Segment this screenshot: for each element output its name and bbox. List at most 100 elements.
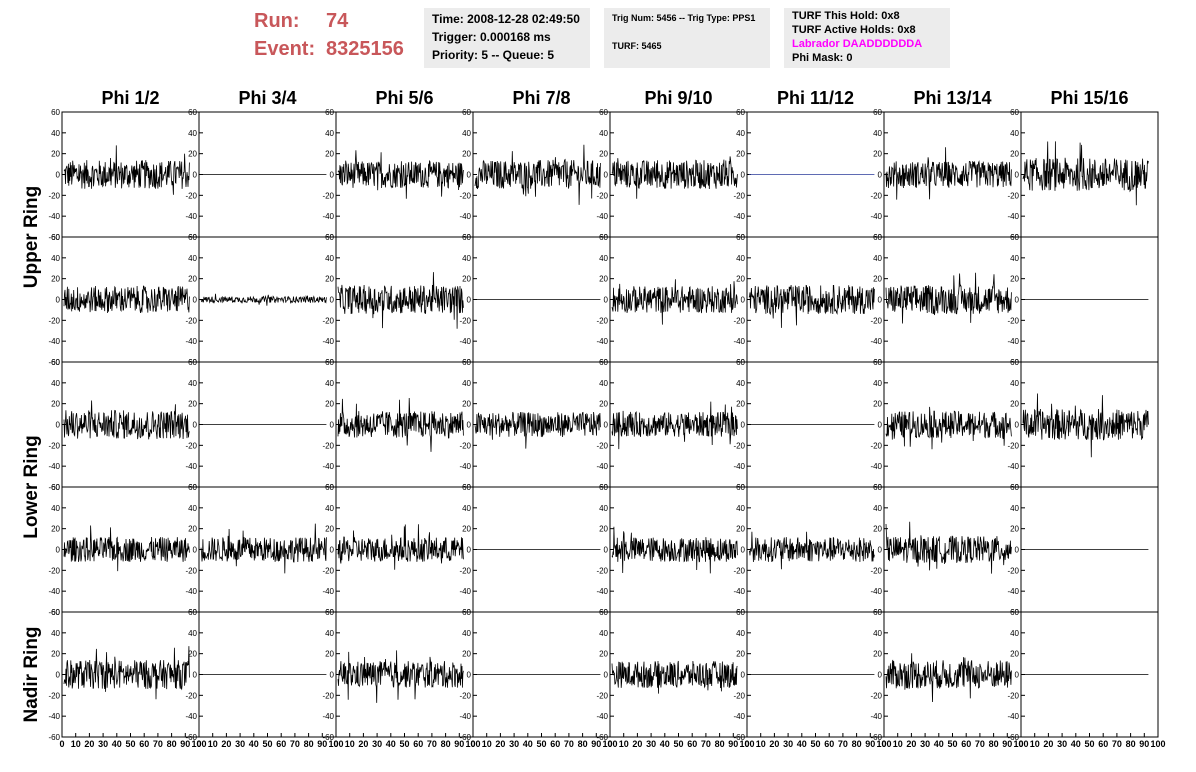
x-tick-label: 70: [427, 739, 437, 749]
y-tick-label: -40: [185, 212, 197, 221]
y-tick-label: 40: [873, 629, 882, 638]
y-tick-label: -40: [48, 462, 60, 471]
y-tick-label: -40: [185, 587, 197, 596]
y-tick-label: -40: [870, 212, 882, 221]
y-tick-label: 20: [1010, 525, 1019, 534]
y-tick-label: -20: [1007, 191, 1019, 200]
y-tick-label: 20: [1010, 400, 1019, 409]
y-tick-label: 40: [1010, 129, 1019, 138]
y-tick-label: -60: [48, 233, 60, 242]
x-tick-label: 20: [221, 739, 231, 749]
x-tick-label: 60: [550, 739, 560, 749]
x-tick-label: 100: [1013, 739, 1028, 749]
row-label: Upper Ring: [21, 186, 42, 288]
y-tick-label: -40: [322, 587, 334, 596]
turf-text: TURF: 5465: [612, 41, 662, 51]
y-tick-label: 20: [1010, 275, 1019, 284]
x-tick-label: 0: [470, 739, 475, 749]
y-tick-label: -20: [459, 691, 471, 700]
y-tick-label: 60: [873, 483, 882, 492]
x-tick-label: 70: [1112, 739, 1122, 749]
y-tick-label: 60: [325, 233, 334, 242]
y-tick-label: -20: [870, 191, 882, 200]
y-tick-label: -40: [459, 337, 471, 346]
y-tick-label: 60: [1010, 233, 1019, 242]
y-tick-label: 0: [878, 546, 883, 555]
y-tick-label: -20: [185, 316, 197, 325]
column-header: Phi 5/6: [375, 88, 433, 108]
x-tick-label: 10: [71, 739, 81, 749]
waveform-trace: [200, 293, 327, 306]
y-tick-label: -40: [459, 212, 471, 221]
y-tick-label: 40: [736, 504, 745, 513]
x-tick-label: 80: [989, 739, 999, 749]
y-tick-label: 40: [599, 129, 608, 138]
x-tick-label: 100: [191, 739, 206, 749]
y-tick-label: -20: [733, 566, 745, 575]
y-tick-label: 0: [1015, 421, 1020, 430]
y-tick-label: -20: [733, 191, 745, 200]
y-tick-label: 20: [325, 650, 334, 659]
y-tick-label: 40: [51, 629, 60, 638]
y-tick-label: 60: [1010, 108, 1019, 117]
y-tick-label: -40: [733, 712, 745, 721]
x-tick-label: 90: [591, 739, 601, 749]
y-tick-label: 40: [188, 629, 197, 638]
x-tick-label: 50: [125, 739, 135, 749]
y-tick-label: 20: [325, 150, 334, 159]
y-tick-label: -20: [322, 191, 334, 200]
y-tick-label: 60: [325, 358, 334, 367]
y-tick-label: -40: [733, 462, 745, 471]
x-tick-label: 10: [756, 739, 766, 749]
y-tick-label: 20: [188, 650, 197, 659]
y-tick-label: 40: [462, 629, 471, 638]
y-tick-label: 60: [325, 483, 334, 492]
waveform-trace: [885, 406, 1012, 450]
y-tick-label: 20: [599, 275, 608, 284]
y-tick-label: -20: [1007, 566, 1019, 575]
x-tick-label: 40: [249, 739, 259, 749]
x-tick-label: 0: [881, 739, 886, 749]
y-tick-label: 60: [462, 233, 471, 242]
y-tick-label: -40: [596, 337, 608, 346]
waveform-trace: [63, 145, 190, 195]
y-tick-label: 60: [51, 358, 60, 367]
column-header: Phi 1/2: [101, 88, 159, 108]
y-tick-label: -20: [596, 566, 608, 575]
y-tick-label: 0: [467, 546, 472, 555]
y-tick-label: 0: [741, 171, 746, 180]
y-tick-label: 20: [599, 150, 608, 159]
y-tick-label: 40: [599, 504, 608, 513]
x-tick-label: 80: [441, 739, 451, 749]
x-tick-label: 80: [167, 739, 177, 749]
y-tick-label: 20: [599, 525, 608, 534]
y-tick-label: 60: [1010, 608, 1019, 617]
y-tick-label: 60: [736, 483, 745, 492]
x-tick-label: 10: [1030, 739, 1040, 749]
y-tick-label: 60: [873, 608, 882, 617]
y-tick-label: 0: [56, 546, 61, 555]
y-tick-label: 40: [325, 379, 334, 388]
y-tick-label: 20: [736, 525, 745, 534]
waveform-trace: [611, 401, 738, 450]
y-tick-label: -20: [1007, 441, 1019, 450]
y-tick-label: -20: [459, 441, 471, 450]
waveform-trace: [748, 284, 875, 328]
y-tick-label: 60: [736, 358, 745, 367]
y-tick-label: 0: [193, 421, 198, 430]
x-tick-label: 90: [180, 739, 190, 749]
x-tick-label: 70: [564, 739, 574, 749]
y-tick-label: 60: [873, 358, 882, 367]
y-tick-label: -40: [1007, 462, 1019, 471]
y-tick-label: 60: [873, 233, 882, 242]
y-tick-label: 40: [873, 129, 882, 138]
y-tick-label: 0: [467, 296, 472, 305]
waveform-trace: [1022, 393, 1149, 458]
y-tick-label: -40: [185, 462, 197, 471]
x-tick-label: 50: [399, 739, 409, 749]
y-tick-label: 40: [325, 504, 334, 513]
y-tick-label: -40: [459, 462, 471, 471]
y-tick-label: -20: [322, 691, 334, 700]
y-tick-label: 20: [51, 150, 60, 159]
x-tick-label: 40: [523, 739, 533, 749]
